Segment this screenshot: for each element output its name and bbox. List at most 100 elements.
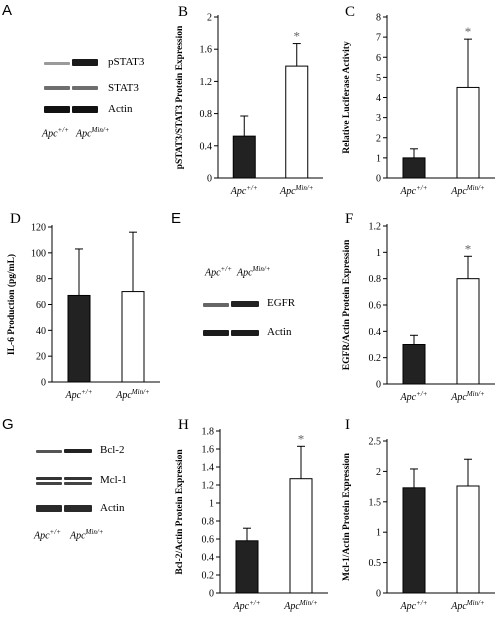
bar xyxy=(121,291,145,383)
band-mcl1-min-upper xyxy=(64,477,92,480)
y-tick-label: 1.5 xyxy=(369,497,382,508)
y-tick-label: 40 xyxy=(36,326,46,337)
band-egfr-wt xyxy=(203,303,229,307)
significance-marker: * xyxy=(294,29,301,44)
chart-panel-f: F EGFR/Actin Protein Expression 0 0.2 0.4 0.6… xyxy=(342,211,495,403)
panel-letter: F xyxy=(345,211,353,227)
bar xyxy=(285,65,309,179)
y-tick-label: 0 xyxy=(376,380,381,391)
chart-panel-d: D IL-6 Production (pg/mL) 0 20 40 60 80 100 120 A… xyxy=(6,211,160,401)
x-tick-label: ApcMin/+ xyxy=(450,184,485,197)
x-tick-label: Apc+/+ xyxy=(233,599,261,612)
y-tick-label: 0 xyxy=(376,589,381,600)
bar xyxy=(67,294,91,383)
bar xyxy=(402,487,426,594)
band-actin-min xyxy=(231,330,259,336)
panel-letter-e: E xyxy=(171,210,182,227)
significance-marker: * xyxy=(298,431,305,446)
y-tick-label: 2 xyxy=(376,467,381,478)
x-tick-label: ApcMin/+ xyxy=(283,599,318,612)
y-axis-label: Mcl-1/Actin Protein Expression xyxy=(342,452,352,581)
y-tick-label: 0.8 xyxy=(369,274,382,285)
y-tick-label: 5 xyxy=(376,73,381,84)
blot-panel-a: A pSTAT3 STAT3 Actin Apc+/+ ApcMin/+ xyxy=(0,0,160,175)
blot-col-label-wt: Apc+/+ xyxy=(42,126,69,140)
y-tick-label: 1.6 xyxy=(202,445,215,456)
bar xyxy=(402,344,426,385)
x-tick-label: ApcMin/+ xyxy=(450,599,485,612)
chart-panel-h: H Bcl-2/Actin Protein Expression 0 0.2 0.4 0.… xyxy=(175,417,328,612)
band-mcl1-wt-upper xyxy=(36,477,62,480)
y-tick-label: 0 xyxy=(376,174,381,185)
y-axis-label: Relative Luciferase Activity xyxy=(342,41,352,154)
y-tick-label: 0 xyxy=(207,174,212,185)
x-tick-label: Apc+/+ xyxy=(400,184,428,197)
y-tick-label: 1 xyxy=(209,499,214,510)
blot-col-label-min: ApcMin/+ xyxy=(237,265,271,279)
band-actin-min xyxy=(64,505,92,512)
blot-col-label-wt: Apc+/+ xyxy=(205,265,232,279)
blot-panel-e: E Apc+/+ ApcMin/+ EGFR Actin xyxy=(165,207,330,387)
y-tick-label: 3 xyxy=(376,113,381,124)
y-tick-label: 1.2 xyxy=(200,77,213,88)
band-egfr-min xyxy=(231,301,259,307)
y-tick-label: 0.6 xyxy=(369,301,382,312)
x-tick-label: ApcMin/+ xyxy=(115,388,150,401)
y-tick-label: 100 xyxy=(31,248,46,259)
band-actin-wt xyxy=(203,330,229,336)
y-tick-label: 0.6 xyxy=(202,535,215,546)
bar xyxy=(232,135,256,179)
blot-row-label: Actin xyxy=(267,326,292,338)
panel-letter: I xyxy=(345,417,350,433)
blot-row-label: STAT3 xyxy=(108,82,139,94)
y-axis-label: IL-6 Production (pg/mL) xyxy=(6,254,17,355)
y-tick-label: 1.8 xyxy=(202,427,215,438)
y-tick-label: 4 xyxy=(376,93,381,104)
band-bcl2-min xyxy=(64,449,92,453)
band-actin-wt xyxy=(44,106,70,113)
y-tick-label: 6 xyxy=(376,53,381,64)
blot-row-label: pSTAT3 xyxy=(108,56,145,68)
band-pstat3-min xyxy=(72,59,98,66)
x-tick-label: ApcMin/+ xyxy=(279,184,314,197)
y-tick-label: 0.8 xyxy=(200,109,213,120)
panel-letter: H xyxy=(178,417,189,433)
y-tick-label: 0.2 xyxy=(369,353,382,364)
y-tick-label: 0 xyxy=(209,589,214,600)
y-tick-label: 2 xyxy=(207,13,212,24)
y-tick-label: 0.5 xyxy=(369,558,382,569)
blot-col-label-wt: Apc+/+ xyxy=(34,528,61,542)
y-tick-label: 8 xyxy=(376,13,381,24)
y-tick-label: 120 xyxy=(31,223,46,234)
panel-letter: B xyxy=(178,4,188,20)
y-tick-label: 1.2 xyxy=(369,222,382,233)
band-stat3-min xyxy=(72,86,98,90)
y-tick-label: 2.5 xyxy=(369,437,382,448)
y-tick-label: 1.2 xyxy=(202,481,215,492)
bar xyxy=(289,478,313,594)
bar xyxy=(456,86,480,179)
blot-row-label: Actin xyxy=(108,103,133,115)
significance-marker: * xyxy=(465,24,472,39)
y-tick-label: 1 xyxy=(376,248,381,259)
panel-letter: D xyxy=(10,211,21,227)
blot-panel-g: G Bcl-2 Mcl-1 Actin Apc+/+ ApcMin/+ xyxy=(0,413,160,573)
chart-panel-i: I Mcl-1/Actin Protein Expression 0 0.5 1 1.5 2… xyxy=(342,417,495,612)
y-tick-label: 1.4 xyxy=(202,463,215,474)
y-tick-label: 0 xyxy=(41,378,46,389)
y-tick-label: 0.4 xyxy=(369,327,382,338)
y-axis-label: EGFR/Actin Protein Expression xyxy=(342,239,352,370)
band-actin-min xyxy=(72,106,98,113)
y-tick-label: 7 xyxy=(376,33,381,44)
x-tick-label: Apc+/+ xyxy=(65,388,93,401)
band-stat3-wt xyxy=(44,86,70,90)
y-tick-label: 0.2 xyxy=(202,571,215,582)
y-tick-label: 0.8 xyxy=(202,517,215,528)
y-axis-label: pSTAT3/STAT3 Protein Expression xyxy=(175,25,185,169)
band-actin-wt xyxy=(36,505,62,512)
blot-col-label-min: ApcMin/+ xyxy=(76,126,110,140)
significance-marker: * xyxy=(465,241,472,256)
panel-letter-a: A xyxy=(2,2,13,19)
x-tick-label: Apc+/+ xyxy=(230,184,258,197)
